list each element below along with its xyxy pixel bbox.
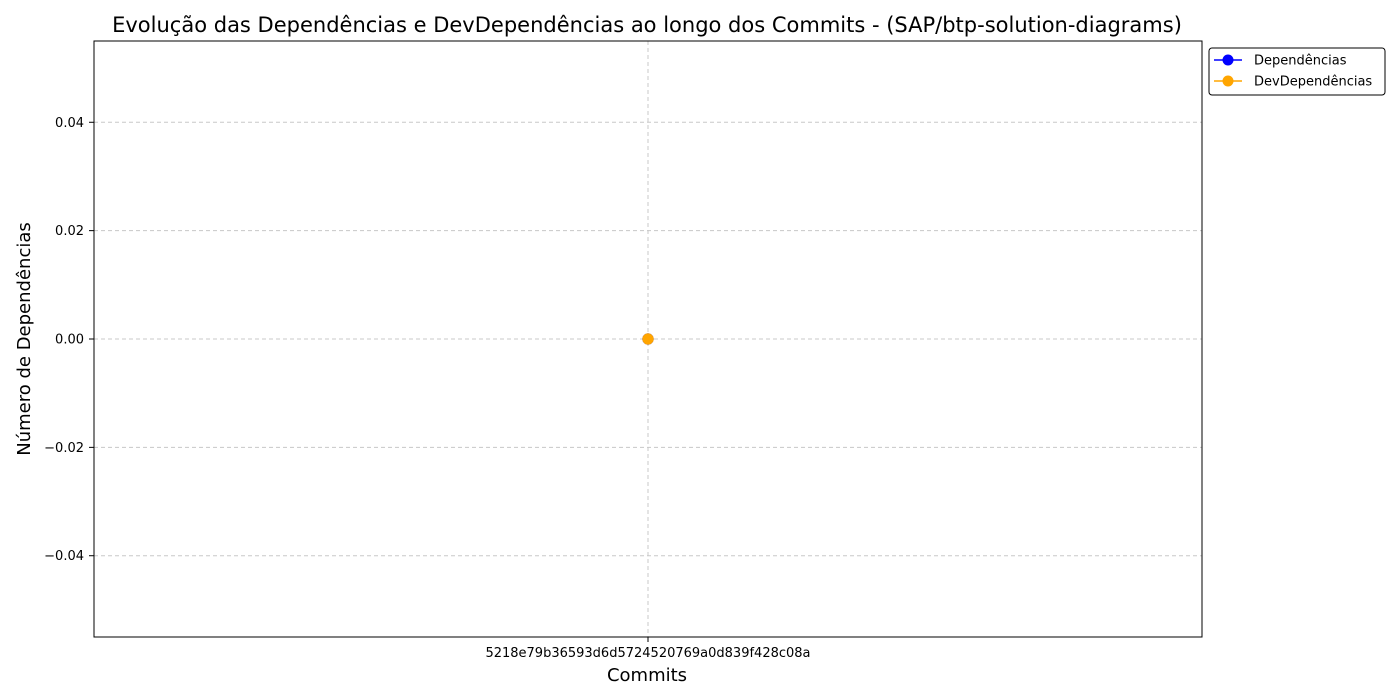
series-2 [642,333,654,345]
axis-ticks: −0.04 −0.02 0.00 0.02 0.04 5218e79b36593d6d57… [44,116,810,661]
y-tick-label: 0.04 [55,116,84,131]
y-axis-label: Número de Dependências [14,222,35,456]
legend-label: Dependências [1254,54,1347,69]
legend-frame [1208,47,1386,96]
y-tick-label: −0.04 [44,549,84,564]
y-tick-label: −0.02 [44,441,84,456]
legend-entry: Dependências [1214,54,1347,69]
x-axis-label: Commits [607,665,687,686]
x-tick-label: 5218e79b36593d6d5724520769a0d839f428c08a [485,646,810,661]
y-tick-label: 0.02 [55,224,84,239]
legend-marker [1222,54,1234,66]
plot-area-frame [93,40,1203,638]
data-series [642,333,654,345]
legend-label: DevDependências [1254,75,1372,90]
legend-entry: DevDependências [1214,75,1372,90]
y-tick-label: 0.00 [55,333,84,348]
data-point [642,333,654,345]
legend-marker [1222,75,1234,87]
legend: Dependências DevDependências [1208,47,1386,96]
chart-title: Evolução das Dependências e DevDependênc… [112,13,1182,37]
